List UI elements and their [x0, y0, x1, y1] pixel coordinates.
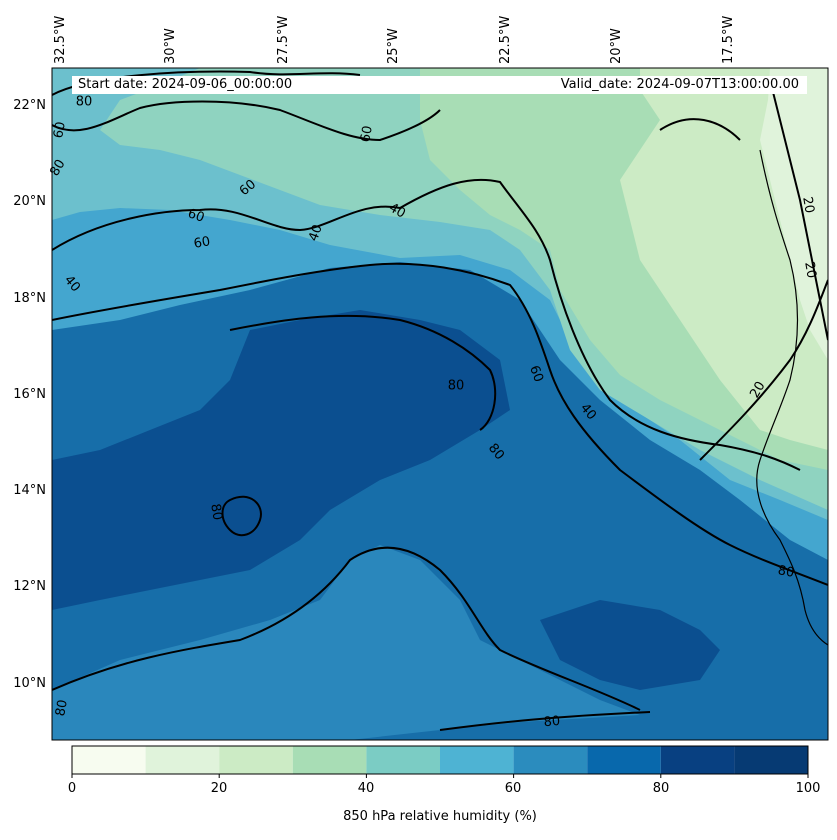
contour-label: 40	[386, 200, 408, 221]
contour-label: 80	[207, 503, 225, 522]
contour-20-inner	[699, 279, 828, 461]
contour-60-east-upper	[659, 118, 741, 141]
map-frame	[51, 67, 829, 741]
colorbar-segment	[734, 746, 808, 774]
coastline	[756, 149, 828, 646]
rh-90-100-south-region	[540, 600, 720, 690]
rh-sub20-region	[760, 68, 828, 360]
rh-70-80-south-region	[52, 545, 640, 740]
colorbar-segment	[366, 746, 440, 774]
contour-label: 80	[543, 714, 561, 730]
lat-tick-label: 12°N	[13, 579, 46, 594]
lat-tick-label: 20°N	[13, 194, 46, 209]
contour-label: 60	[51, 121, 69, 140]
contour-80-bottom	[439, 711, 651, 731]
lat-tick-label: 10°N	[13, 676, 46, 691]
lat-tick-label: 18°N	[13, 291, 46, 306]
lat-tick-label: 14°N	[13, 483, 46, 498]
colorbar-segment	[72, 746, 146, 774]
start-date-label: Start date: 2024-09-06_00:00:00	[78, 77, 293, 92]
contour-label: 20	[799, 196, 817, 215]
contour-40-central	[52, 178, 801, 471]
contour-60-central	[52, 262, 828, 586]
contour-label: 60	[193, 234, 212, 252]
lat-tick-label: 22°N	[13, 98, 46, 113]
colorbar-segment	[440, 746, 514, 774]
contour-label: 20	[747, 379, 768, 401]
contour-label: 60	[526, 364, 546, 385]
contour-label: 60	[186, 206, 207, 226]
lat-tick-label: 16°N	[13, 387, 46, 402]
colorbar-segment	[219, 746, 293, 774]
colorbar-segment	[660, 746, 735, 774]
contour-label: 40	[306, 223, 326, 244]
colorbar-tick-label: 100	[795, 781, 821, 796]
rh-90-100-central-region	[52, 310, 510, 610]
contour-label: 60	[358, 125, 376, 144]
colorbar-frame	[71, 745, 809, 775]
colorbar-tick-label: 60	[504, 781, 522, 796]
valid-date-label: Valid_date: 2024-09-07T13:00:00.00	[560, 77, 799, 92]
colorbar-tick-label: 40	[357, 781, 375, 796]
colorbar-segment	[145, 746, 220, 774]
contour-label: 20	[801, 261, 819, 280]
contour-80-mid	[229, 314, 497, 431]
colorbar-title: 850 hPa relative humidity (%)	[343, 809, 537, 824]
colorbar-segment	[292, 746, 367, 774]
colorbar-tick-label: 80	[652, 781, 670, 796]
contour-label: 80	[53, 699, 71, 718]
date-banner: Start date: 2024-09-06_00:00:00 Valid_da…	[72, 76, 807, 94]
contour-label: 80	[448, 379, 465, 394]
contour-80-south	[52, 546, 641, 711]
contour-80-ring	[221, 495, 262, 537]
contour-label: 80	[47, 157, 68, 179]
colorbar-tick-label: 20	[210, 781, 228, 796]
colorbar-segment	[587, 746, 661, 774]
colorbar-tick-label: 0	[67, 781, 77, 796]
colorbar-segment	[513, 746, 588, 774]
contour-60-north	[52, 100, 441, 142]
contour-label: 80	[777, 563, 796, 581]
contour-label: 80	[76, 95, 93, 110]
